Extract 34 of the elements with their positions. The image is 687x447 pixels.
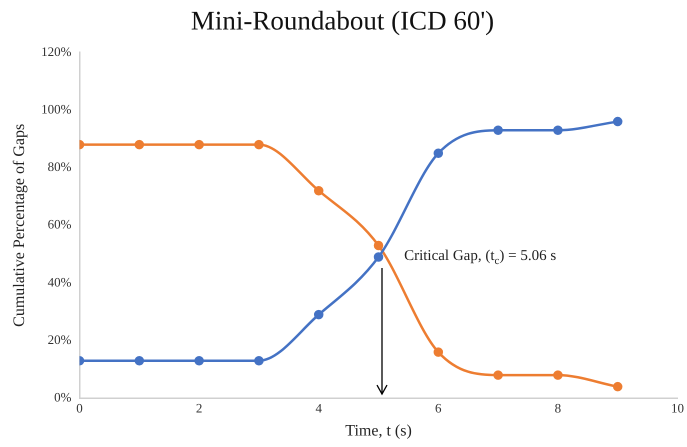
point	[612, 382, 622, 392]
point	[134, 356, 144, 366]
point	[374, 252, 384, 262]
point	[434, 347, 444, 357]
x-tick-label: 6	[435, 400, 442, 416]
point	[612, 116, 622, 126]
x-tick-label: 8	[554, 400, 562, 416]
x-axis-title: Time, t (s)	[345, 422, 412, 440]
point	[254, 356, 264, 366]
x-tick-label: 0	[76, 400, 83, 416]
x-tick-label: 4	[315, 400, 322, 416]
y-axis-title: Cumulative Percentage of Gaps	[10, 124, 28, 327]
y-tick-label: 120%	[41, 44, 72, 59]
point	[553, 370, 563, 380]
point	[553, 125, 563, 135]
x-tick-label: 2	[196, 400, 202, 416]
point	[493, 125, 503, 135]
y-tick-label: 100%	[41, 101, 72, 116]
point	[254, 140, 264, 150]
y-tick-label: 80%	[48, 159, 72, 174]
point	[194, 140, 204, 150]
point	[493, 370, 503, 380]
point	[134, 140, 144, 150]
y-tick-label: 20%	[48, 332, 72, 347]
point	[314, 310, 324, 320]
point	[194, 356, 204, 366]
point	[374, 240, 384, 250]
chart-title: Mini-Roundabout (ICD 60')	[190, 5, 494, 36]
y-tick-label: 0%	[54, 390, 72, 405]
point	[314, 186, 324, 196]
y-tick-label: 60%	[48, 216, 72, 232]
point	[434, 148, 444, 158]
x-tick-label: 10	[671, 400, 684, 416]
y-tick-label: 40%	[48, 274, 72, 290]
